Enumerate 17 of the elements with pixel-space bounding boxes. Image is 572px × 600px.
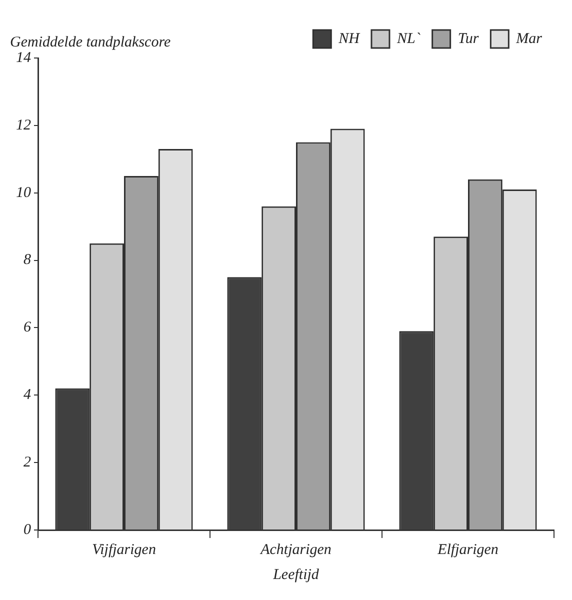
x-tick-label: Vijfjarigen xyxy=(92,542,156,558)
y-tick-label: 14 xyxy=(16,50,32,66)
y-axis-title: Gemiddelde tandplakscore xyxy=(10,34,171,50)
legend-label: NH xyxy=(338,30,361,47)
y-tick-label: 6 xyxy=(24,320,32,336)
legend-label: NL` xyxy=(396,30,420,47)
y-tick-label: 10 xyxy=(16,184,32,201)
y-tick-label: 8 xyxy=(24,252,32,268)
x-axis-title: Leeftijd xyxy=(272,566,320,583)
x-tick-label: Achtjarigen xyxy=(260,542,332,558)
legend-label: Tur xyxy=(458,30,479,47)
y-tick-label: 4 xyxy=(24,387,32,404)
x-tick-label: Elfjarigen xyxy=(436,542,498,558)
legend-label: Mar xyxy=(515,30,542,47)
y-tick-label: 0 xyxy=(24,522,32,538)
y-tick-label: 2 xyxy=(24,454,32,471)
y-tick-label: 12 xyxy=(16,117,32,134)
